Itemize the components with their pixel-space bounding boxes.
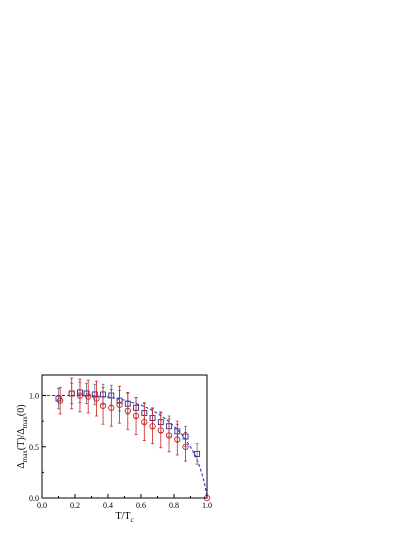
x-axis-label-main: T/T <box>115 511 130 522</box>
x-tick-label: 0.4 <box>103 501 113 510</box>
data-point-circle <box>132 412 140 420</box>
y-axis-label-part-0: Δ <box>16 462 27 469</box>
y-axis-label-part-2: (0) <box>16 404 27 416</box>
x-axis: 0.0 0.2 0.4 0.6 0.8 1.0 <box>37 494 212 510</box>
x-tick-label: 0.8 <box>169 501 179 510</box>
y-tick-label: 0.0 <box>29 494 39 503</box>
plot-content <box>42 377 211 502</box>
x-tick-label: 0.0 <box>37 501 47 510</box>
x-tick-label: 0.2 <box>70 501 80 510</box>
data-point-circle <box>57 397 64 404</box>
x-axis-label: T/Tc <box>115 511 133 524</box>
data-point-circle <box>85 393 92 400</box>
data-point-circle <box>68 390 75 397</box>
y-axis: 0.0 0.5 1.0 <box>29 392 46 503</box>
y-tick-label: 1.0 <box>29 392 39 401</box>
data-point-circle <box>116 401 123 408</box>
y-axis-label-part-1: (T)/Δ <box>16 428 27 451</box>
y-axis-label-sub-1: max <box>21 416 29 429</box>
data-point-circle <box>99 402 107 409</box>
data-point-circle <box>124 407 131 415</box>
data-point-circle <box>76 392 84 399</box>
data-point-circle <box>149 423 156 430</box>
data-point-circle <box>108 404 115 411</box>
x-tick-label: 1.0 <box>202 501 212 510</box>
y-axis-label: Δmax(T)/Δmax(0) <box>16 404 29 468</box>
x-axis-label-sub: c <box>130 516 133 524</box>
y-tick-label: 0.5 <box>29 443 39 452</box>
data-point-square <box>83 390 90 397</box>
data-point-circle <box>93 395 100 402</box>
data-point-circle <box>182 443 189 450</box>
data-point-circle <box>157 427 164 434</box>
data-point-square <box>55 395 62 402</box>
data-point-circle <box>141 418 148 426</box>
series-circle <box>57 377 211 502</box>
data-point-square <box>91 391 98 398</box>
fit-curve <box>42 394 208 499</box>
plot-frame <box>41 374 208 499</box>
data-point-square <box>194 450 201 457</box>
data-point-circle <box>174 436 181 443</box>
data-point-circle <box>165 432 173 439</box>
x-tick-label: 0.6 <box>136 501 146 510</box>
y-axis-label-sub-0: max <box>21 450 29 463</box>
